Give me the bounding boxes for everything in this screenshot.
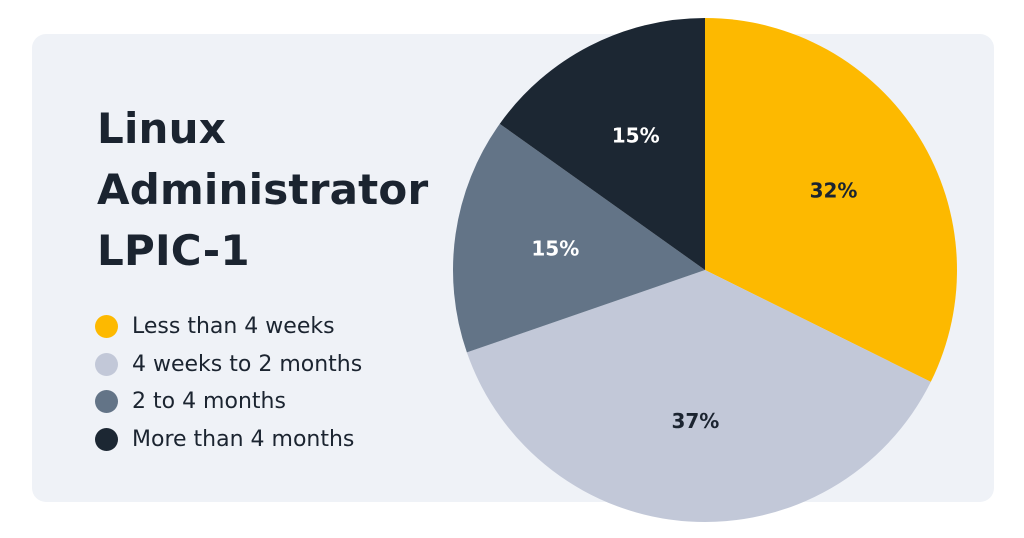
chart-title: Linux Administrator LPIC-1 [97, 98, 428, 281]
legend-label: 2 to 4 months [132, 389, 286, 415]
slice-label: 15% [531, 237, 579, 261]
chart-legend: Less than 4 weeks 4 weeks to 2 months 2 … [95, 308, 362, 458]
pie-slice-more-than-4-months [499, 18, 705, 270]
legend-swatch [95, 390, 118, 414]
legend-swatch [95, 427, 118, 451]
slice-label: 15% [612, 124, 660, 148]
chart-title-line-3: LPIC-1 [97, 226, 250, 275]
legend-item-4-weeks-to-2-months: 4 weeks to 2 months [95, 346, 362, 384]
pie-slice-4-weeks-to-2-months [466, 270, 931, 522]
pie-slice-less-than-4-weeks [705, 18, 957, 382]
pie-slice-2-to-4-months [453, 123, 705, 353]
legend-label: Less than 4 weeks [132, 314, 335, 340]
legend-item-more-than-4-months: More than 4 months [95, 421, 362, 459]
legend-swatch [95, 315, 118, 339]
slice-label: 37% [671, 409, 719, 433]
legend-item-less-than-4-weeks: Less than 4 weeks [95, 308, 362, 346]
slice-labels: 32% 37% 15% 15% [531, 124, 857, 433]
chart-title-line-1: Linux [97, 104, 227, 153]
chart-title-line-2: Administrator [97, 165, 429, 214]
legend-item-2-to-4-months: 2 to 4 months [95, 383, 362, 421]
slice-label: 32% [810, 178, 858, 202]
legend-label: More than 4 months [132, 426, 355, 452]
legend-label: 4 weeks to 2 months [132, 351, 363, 377]
legend-swatch [95, 352, 118, 376]
